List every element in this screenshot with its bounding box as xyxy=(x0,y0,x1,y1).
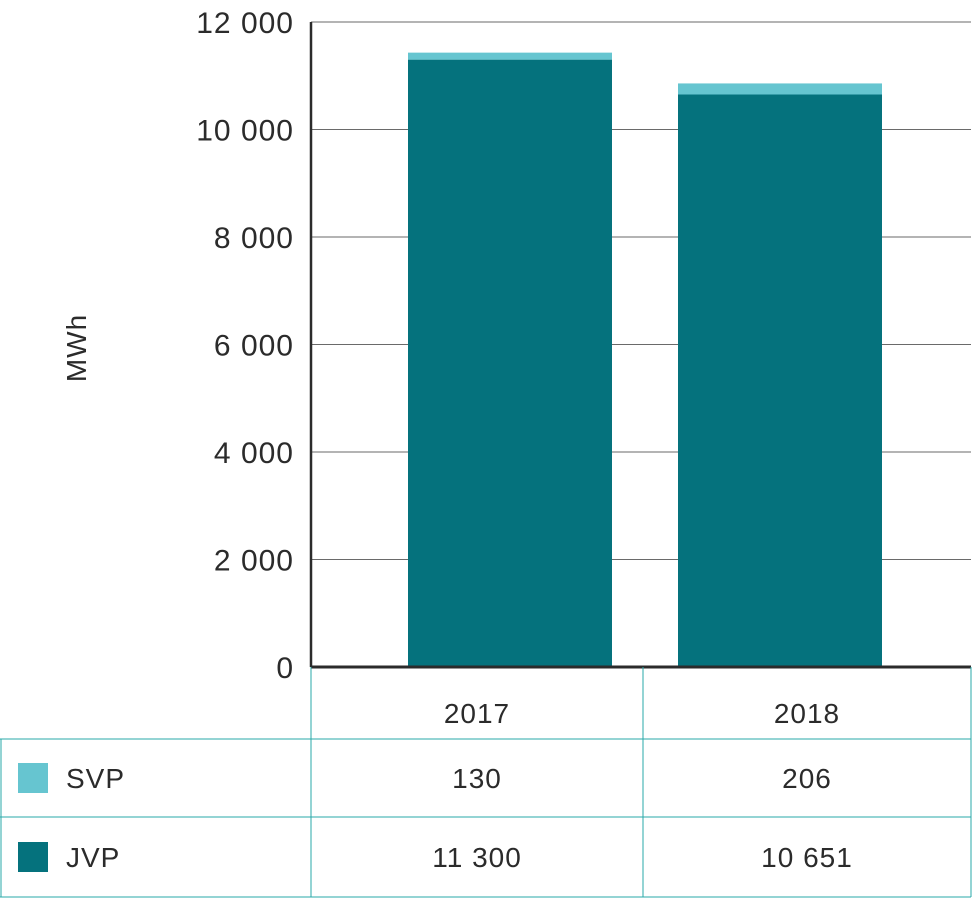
bar-jvp-2017 xyxy=(408,59,612,667)
axes xyxy=(309,22,971,669)
table-cell: 206 xyxy=(782,763,832,794)
table-cell: 130 xyxy=(452,763,502,794)
y-tick-label: 6 000 xyxy=(214,330,294,363)
y-axis-label: MWh xyxy=(61,314,92,382)
y-tick-label: 4 000 xyxy=(214,437,294,470)
bar-jvp-2018 xyxy=(678,94,882,668)
legend-label-jvp: JVP xyxy=(66,842,120,873)
y-tick-label: 10 000 xyxy=(196,115,294,148)
bar-svp-2017 xyxy=(408,52,612,60)
table-header-2017: 2017 xyxy=(444,698,510,729)
y-tick-label: 2 000 xyxy=(214,545,294,578)
bar-svp-2018 xyxy=(678,83,882,95)
table-header-2018: 2018 xyxy=(774,698,840,729)
bars xyxy=(408,52,882,668)
y-tick-labels: 0 2 000 4 000 6 000 8 000 10 000 12 000 xyxy=(196,7,294,685)
legend-label-svp: SVP xyxy=(66,763,125,794)
table-cell: 10 651 xyxy=(761,842,853,873)
data-table: 2017 2018 SVP 130 206 JVP 11 300 10 651 xyxy=(0,667,972,898)
y-tick-label: 12 000 xyxy=(196,7,294,40)
y-tick-label: 8 000 xyxy=(214,222,294,255)
y-tick-label: 0 xyxy=(276,652,294,685)
table-cell: 11 300 xyxy=(432,842,522,873)
legend-swatch-jvp xyxy=(18,842,48,872)
legend-swatch-svp xyxy=(18,763,48,793)
